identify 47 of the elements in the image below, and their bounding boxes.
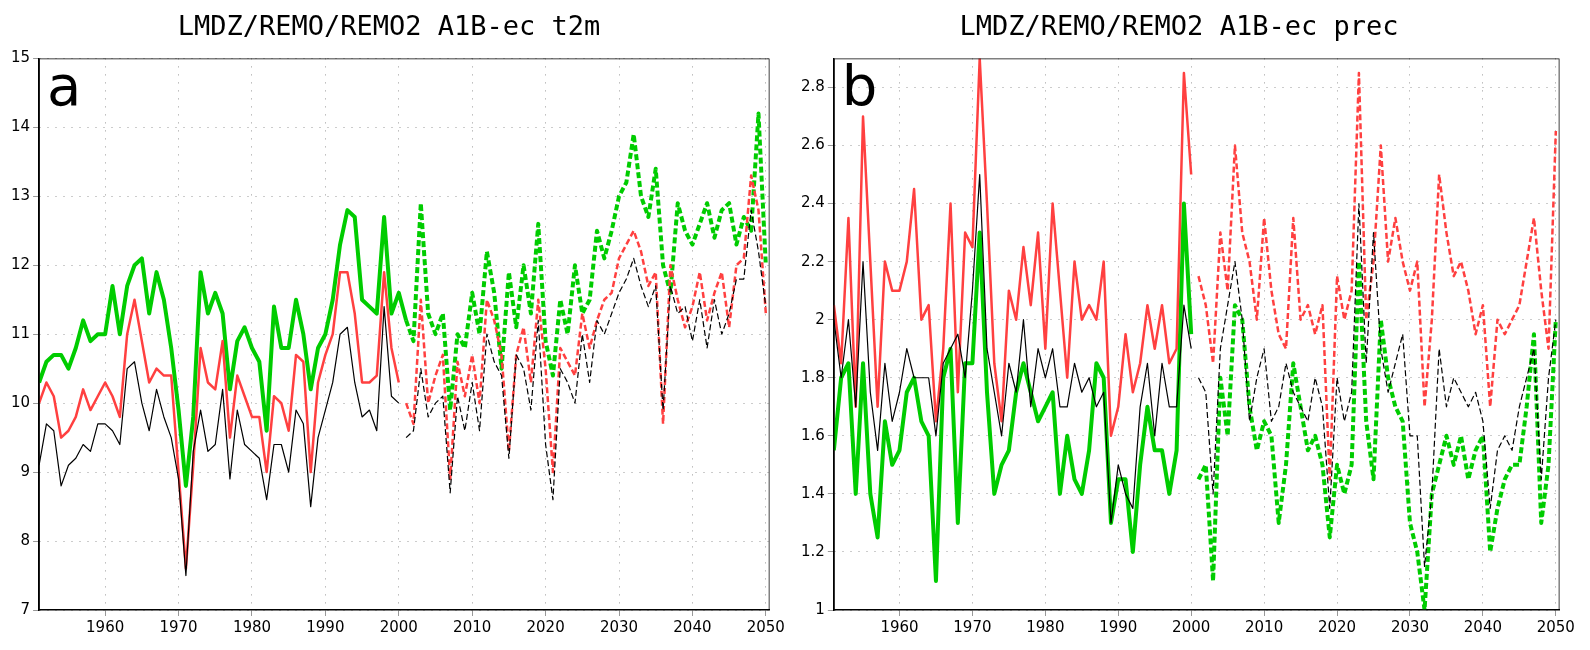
x-tick-label: 1960: [880, 617, 919, 636]
y-tick-label: 1.8: [801, 367, 825, 386]
x-tick-label: 1970: [953, 617, 992, 636]
x-tick-label: 2050: [1536, 617, 1575, 636]
x-tick-label: 2030: [599, 617, 639, 636]
y-tick-label: 2.8: [801, 77, 825, 96]
x-tick-label: 2050: [746, 617, 785, 636]
x-tick-label: 1970: [159, 617, 198, 636]
y-tick-label: 1: [815, 599, 825, 618]
y-tick-label: 1.6: [801, 425, 825, 444]
x-tick-label: 2040: [673, 617, 712, 636]
x-tick-label: 2040: [1463, 617, 1502, 636]
chart-title: LMDZ/REMO/REMO2 A1B-ec t2m: [177, 10, 601, 42]
x-tick-label: 1980: [1026, 617, 1065, 636]
x-tick-label: 2010: [453, 617, 492, 636]
y-tick-label: 2.4: [801, 193, 825, 212]
y-tick-label: 2: [815, 309, 825, 328]
y-tick-label: 12: [10, 255, 31, 274]
y-tick-label: 2.6: [801, 135, 825, 154]
line-series: [1197, 71, 1558, 481]
y-tick-label: 11: [10, 324, 31, 343]
y-tick-label: 1.4: [801, 483, 825, 502]
x-tick-label: 1990: [306, 617, 345, 636]
x-tick-label: 1960: [86, 617, 125, 636]
line-series: [405, 209, 767, 501]
y-tick-label: 15: [10, 48, 31, 67]
y-tick-label: 9: [20, 461, 31, 480]
y-tick-label: 1.2: [801, 541, 825, 560]
y-tick-label: 8: [20, 530, 31, 549]
x-tick-label: 2000: [1172, 617, 1211, 636]
x-tick-label: 2020: [526, 617, 565, 636]
y-tick-label: 2.2: [801, 251, 825, 270]
x-tick-label: 2000: [379, 617, 418, 636]
x-tick-label: 2010: [1245, 617, 1284, 636]
y-tick-label: 7: [20, 599, 31, 618]
line-series: [1197, 202, 1557, 568]
line-series: [404, 174, 768, 481]
annotation: b: [841, 52, 878, 118]
x-tick-label: 1990: [1099, 617, 1138, 636]
x-tick-label: 2020: [1317, 617, 1357, 636]
annotation: a: [47, 52, 82, 118]
x-tick-label: 2030: [1390, 617, 1430, 636]
y-tick-label: 13: [10, 186, 31, 205]
x-tick-label: 1980: [232, 617, 272, 636]
y-tick-label: 10: [10, 393, 31, 412]
chart-title: LMDZ/REMO/REMO2 A1B-ec prec: [959, 10, 1399, 42]
y-tick-label: 14: [10, 117, 31, 136]
